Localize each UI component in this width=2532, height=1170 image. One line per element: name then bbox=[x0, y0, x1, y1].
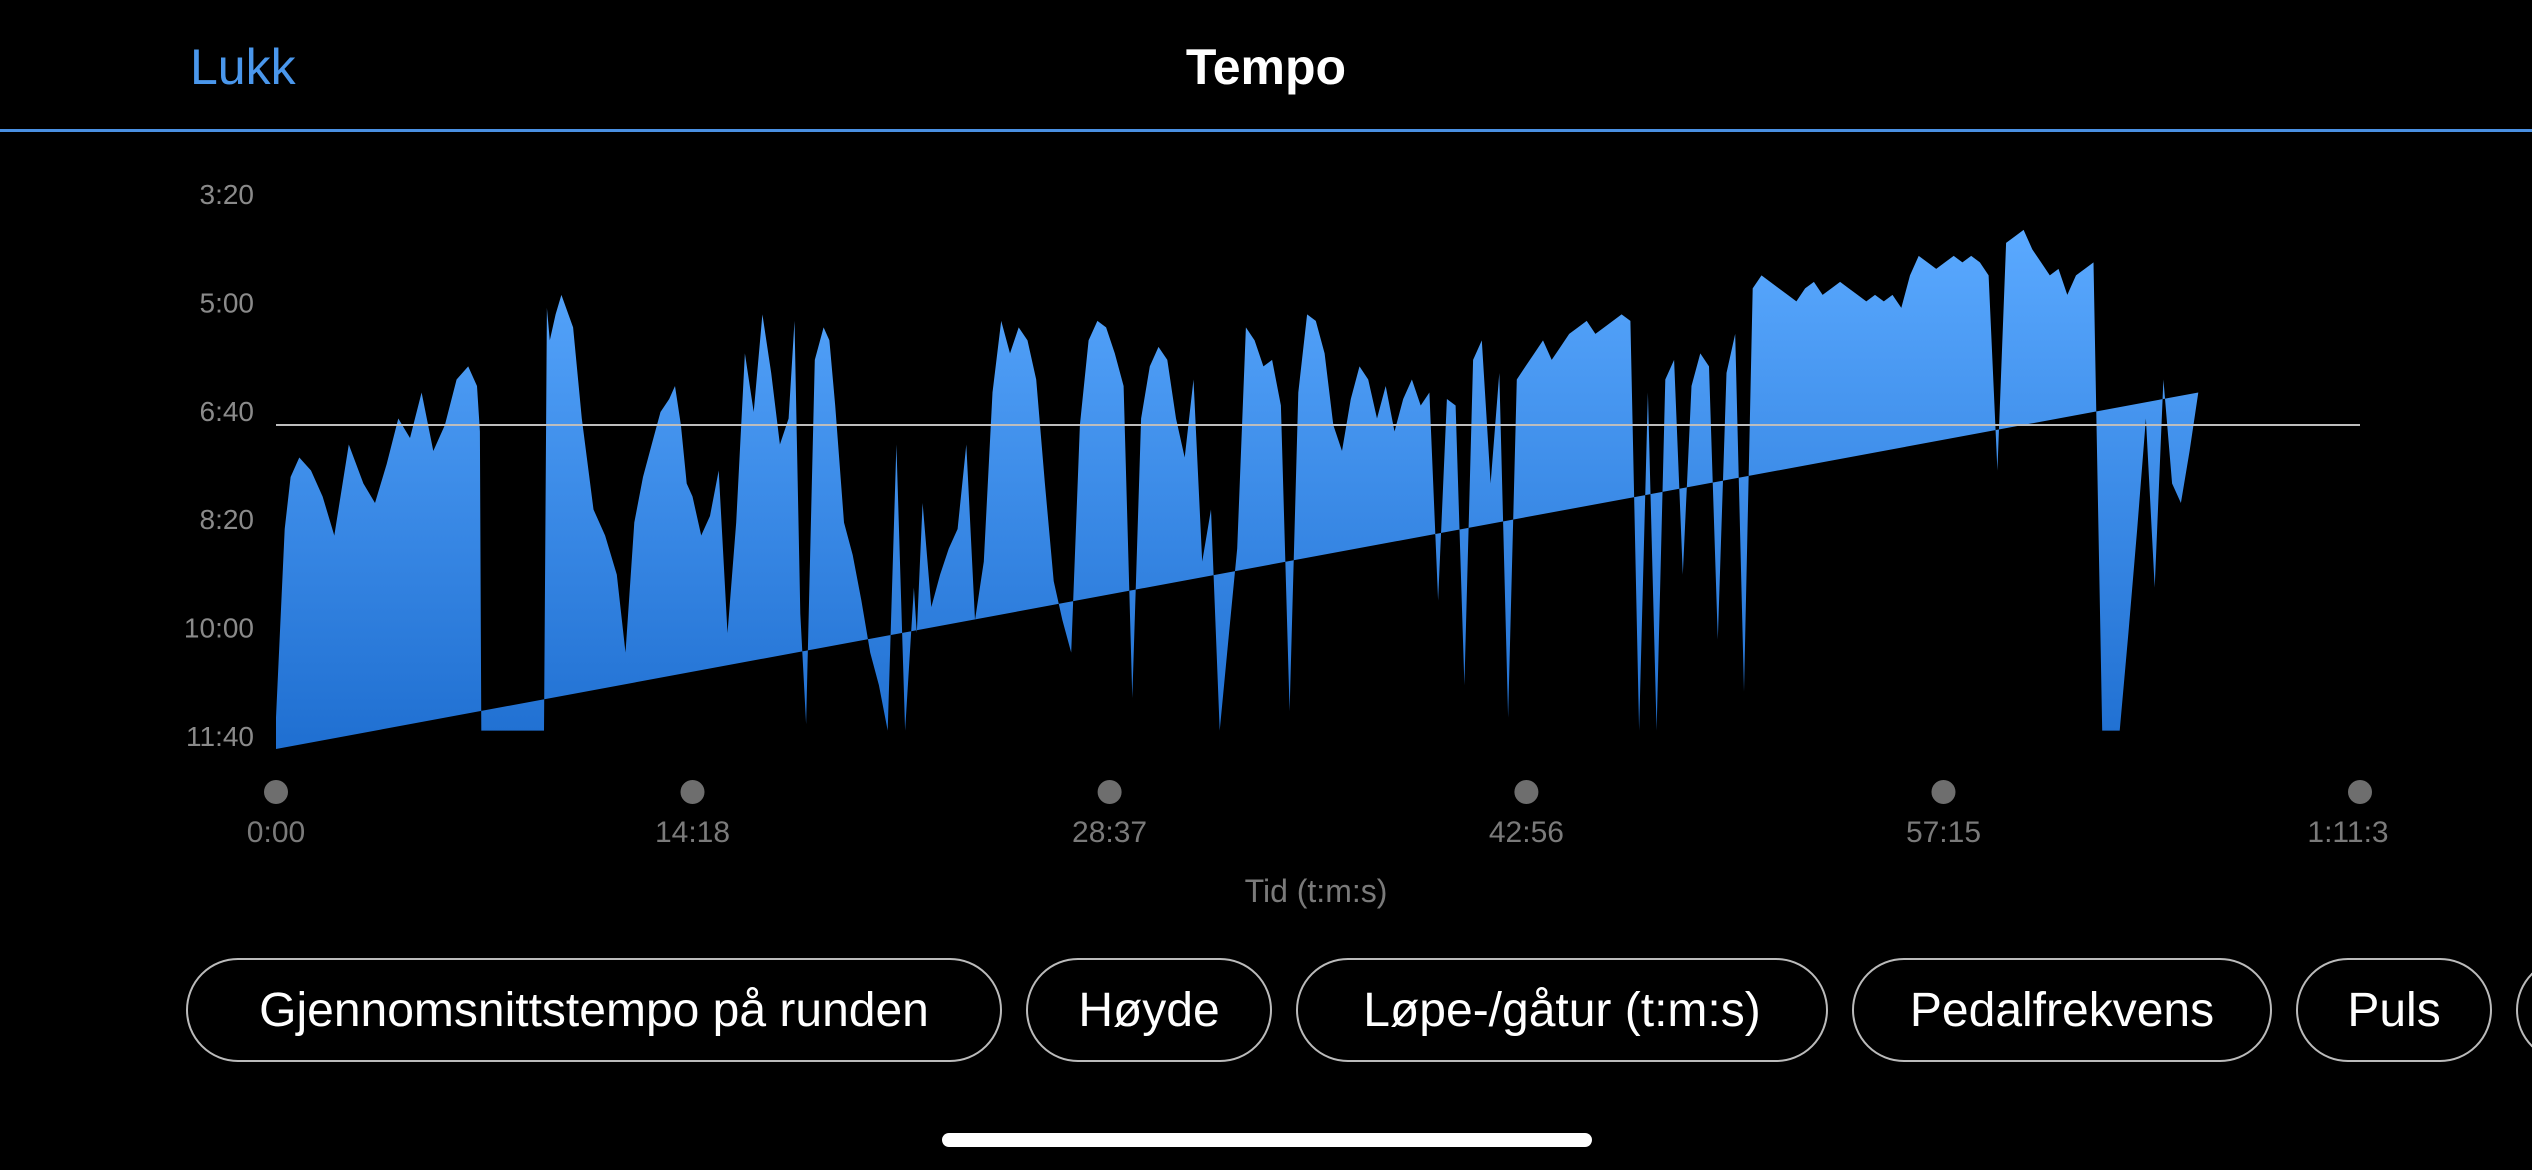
metric-chip[interactable]: Puls bbox=[2296, 958, 2492, 1062]
x-axis-title: Tid (t:m:s) bbox=[1245, 873, 1388, 909]
metric-chip-overflow[interactable] bbox=[2516, 958, 2532, 1062]
x-tick-label: 42:56 bbox=[1489, 816, 1564, 849]
nav-bar: Lukk Tempo bbox=[0, 0, 2532, 132]
x-tick-handle bbox=[1931, 780, 1956, 804]
x-tick-label: 57:15 bbox=[1906, 816, 1981, 849]
metric-selector: Gjennomsnittstempo på runden Høyde Løpe-/g… bbox=[186, 958, 2532, 1066]
x-tick-label: 14:18 bbox=[655, 816, 730, 849]
y-tick-label: 6:40 bbox=[200, 396, 255, 427]
x-tick-handle bbox=[1097, 780, 1122, 804]
metric-chip[interactable]: Gjennomsnittstempo på runden bbox=[186, 958, 1002, 1062]
home-indicator bbox=[942, 1133, 1592, 1147]
metric-chip[interactable]: Pedalfrekvens bbox=[1852, 958, 2272, 1062]
pace-area-series bbox=[276, 229, 2199, 749]
y-tick-label: 10:00 bbox=[184, 613, 254, 644]
y-tick-label: 3:20 bbox=[200, 179, 255, 210]
x-tick-label: 0:00 bbox=[247, 816, 305, 849]
metric-chip[interactable]: Løpe-/gåtur (t:m:s) bbox=[1296, 958, 1828, 1062]
y-tick-label: 8:20 bbox=[200, 504, 255, 535]
close-button[interactable]: Lukk bbox=[190, 39, 296, 95]
y-tick-label: 5:00 bbox=[200, 287, 255, 318]
x-tick-handle bbox=[680, 780, 705, 804]
x-tick-label: 28:37 bbox=[1072, 816, 1147, 849]
pace-chart: 3:20 5:00 6:40 8:20 10:00 11:40 0:00 14:18 28:3… bbox=[184, 179, 2389, 909]
x-tick-handle bbox=[2348, 780, 2372, 804]
y-tick-label: 11:40 bbox=[186, 721, 254, 752]
x-tick-label: 1:11:3 bbox=[2307, 816, 2388, 849]
page-title: Tempo bbox=[1185, 39, 1347, 95]
x-tick-handle bbox=[264, 780, 288, 804]
metric-chip[interactable]: Høyde bbox=[1026, 958, 1272, 1062]
x-tick-handle bbox=[1514, 780, 1539, 804]
